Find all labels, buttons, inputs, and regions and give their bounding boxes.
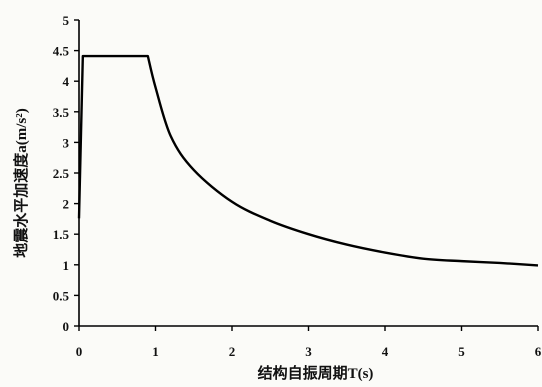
x-tick-label: 6 <box>535 344 542 359</box>
y-tick-label: 1.5 <box>53 227 70 242</box>
x-tick-label: 5 <box>458 344 465 359</box>
y-axis-ticks: 0 0.5 1 1.5 2 2.5 3 3.5 4 4.5 5 <box>53 13 79 334</box>
y-tick-label: 0 <box>63 319 70 334</box>
y-tick-label: 4 <box>63 74 70 89</box>
y-axis-title: 地震水平加速度a(m/s²) <box>12 108 30 258</box>
x-axis-ticks: 0 1 2 3 4 5 6 <box>76 326 542 359</box>
x-tick-label: 0 <box>76 344 83 359</box>
y-tick-label: 3 <box>63 135 70 150</box>
x-tick-label: 2 <box>229 344 236 359</box>
x-tick-label: 1 <box>152 344 159 359</box>
y-tick-label: 3.5 <box>53 105 70 120</box>
y-tick-label: 0.5 <box>53 288 70 303</box>
y-tick-label: 4.5 <box>53 44 70 59</box>
x-axis-title: 结构自振周期T(s) <box>258 364 374 382</box>
x-tick-label: 3 <box>305 344 312 359</box>
y-tick-label: 5 <box>63 13 70 28</box>
series-line-0 <box>77 54 539 267</box>
y-tick-label: 1 <box>63 258 70 273</box>
x-tick-label: 4 <box>382 344 389 359</box>
series-layer <box>77 54 539 267</box>
y-tick-label: 2.5 <box>53 166 70 181</box>
y-tick-label: 2 <box>63 197 70 212</box>
